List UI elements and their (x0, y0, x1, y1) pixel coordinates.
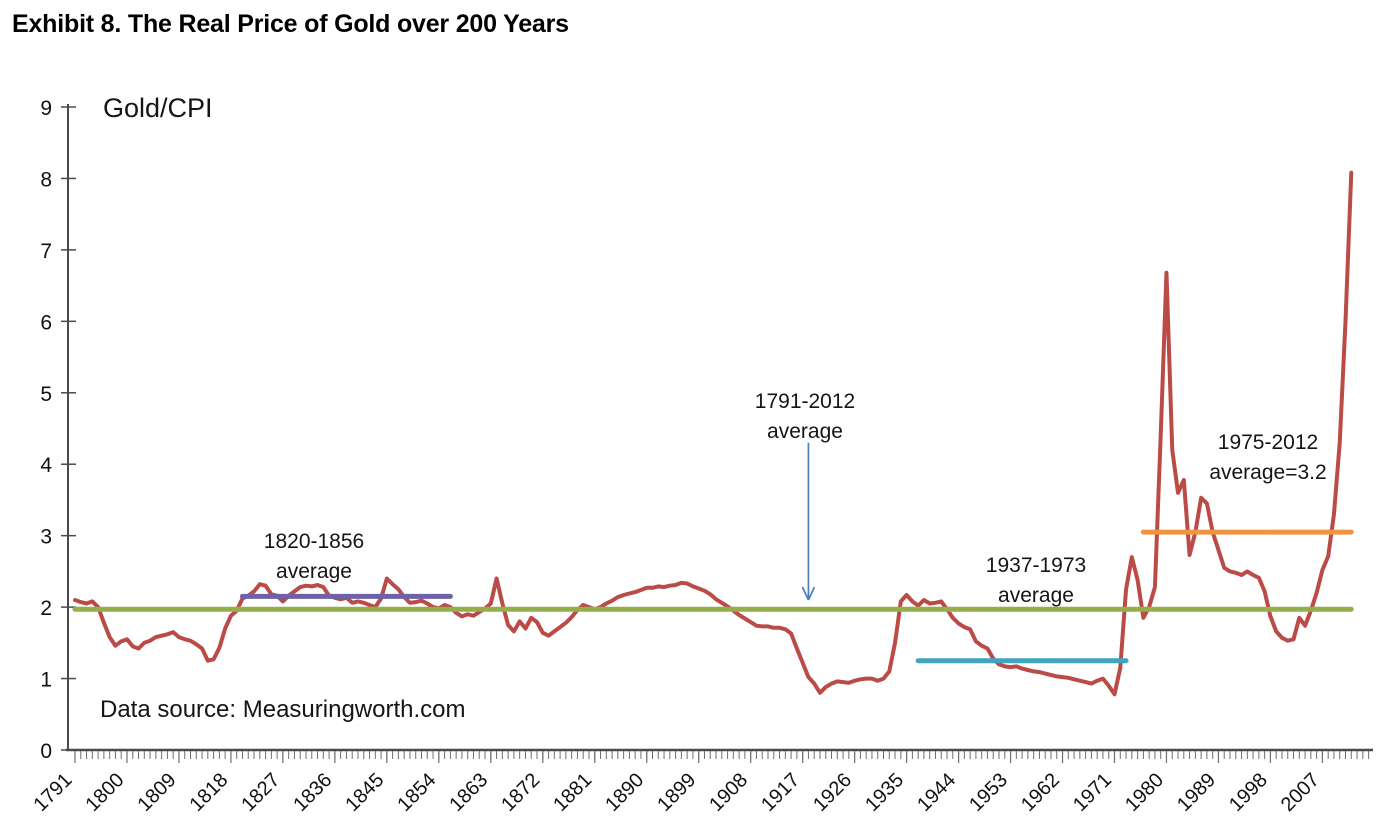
svg-text:1926: 1926 (809, 769, 856, 816)
svg-text:1791: 1791 (30, 769, 77, 816)
svg-text:1872: 1872 (497, 769, 544, 816)
svg-text:1980: 1980 (1121, 769, 1168, 816)
svg-text:1881: 1881 (549, 769, 596, 816)
y-axis-series-label: Gold/CPI (103, 93, 213, 123)
svg-text:1863: 1863 (445, 769, 492, 816)
annotation-line: 1791-2012 (754, 390, 856, 413)
svg-text:2007: 2007 (1277, 769, 1324, 816)
annotation-1820-1856-average: 1820-1856 average (264, 527, 364, 587)
svg-text:1827: 1827 (237, 769, 284, 816)
svg-text:1908: 1908 (705, 769, 752, 816)
annotation-line: average=3.2 (1209, 461, 1327, 484)
svg-text:1944: 1944 (913, 769, 960, 816)
svg-text:0: 0 (40, 740, 52, 763)
svg-text:1935: 1935 (861, 769, 908, 816)
svg-text:1953: 1953 (965, 769, 1012, 816)
svg-text:1989: 1989 (1173, 769, 1220, 816)
svg-text:3: 3 (40, 526, 52, 549)
svg-text:1818: 1818 (185, 769, 232, 816)
annotation-1975-2012-average: 1975-2012 average=3.2 (1209, 428, 1326, 488)
svg-text:4: 4 (40, 454, 52, 477)
svg-text:1998: 1998 (1225, 769, 1272, 816)
svg-text:1890: 1890 (601, 769, 648, 816)
svg-text:1917: 1917 (757, 769, 804, 816)
svg-text:1854: 1854 (393, 769, 440, 816)
svg-text:1845: 1845 (341, 769, 388, 816)
annotation-1791-2012-average: 1791-2012 average (755, 387, 855, 447)
annotation-1937-1973-average: 1937-1973 average (986, 551, 1086, 611)
svg-text:1836: 1836 (289, 769, 336, 816)
svg-text:8: 8 (40, 168, 52, 191)
annotation-line: average (998, 584, 1074, 607)
annotation-line: average (276, 560, 352, 583)
data-source-note: Data source: Measuringworth.com (100, 696, 466, 723)
svg-text:1809: 1809 (133, 769, 180, 816)
annotation-line: 1937-1973 (985, 554, 1087, 577)
svg-text:1962: 1962 (1017, 769, 1064, 816)
svg-text:1: 1 (40, 669, 52, 692)
annotation-line: 1820-1856 (263, 530, 365, 553)
chart-title: Exhibit 8. The Real Price of Gold over 2… (12, 10, 569, 38)
annotation-line: 1975-2012 (1217, 431, 1319, 454)
svg-text:2: 2 (40, 597, 52, 620)
svg-text:1800: 1800 (81, 769, 128, 816)
svg-text:7: 7 (40, 240, 52, 263)
svg-text:5: 5 (40, 383, 52, 406)
svg-text:9: 9 (40, 97, 52, 120)
svg-text:6: 6 (40, 311, 52, 334)
annotation-line: average (767, 420, 843, 443)
svg-text:1971: 1971 (1069, 769, 1116, 816)
svg-text:1899: 1899 (653, 769, 700, 816)
